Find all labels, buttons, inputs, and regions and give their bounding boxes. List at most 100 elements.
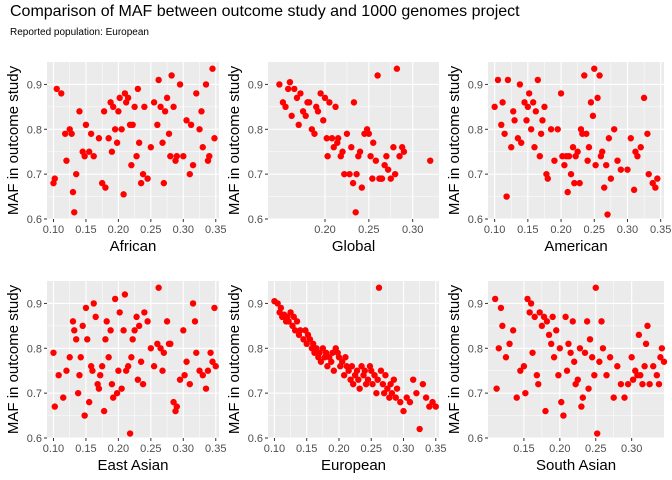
y-tick-label: 0.9: [468, 298, 483, 310]
data-point: [161, 108, 169, 115]
data-point: [392, 394, 399, 401]
data-point: [196, 367, 203, 374]
data-point: [358, 184, 366, 191]
data-point: [553, 327, 560, 334]
data-point: [150, 99, 158, 106]
data-point: [614, 363, 621, 370]
data-point: [349, 179, 357, 187]
data-point: [400, 407, 407, 415]
data-point: [551, 157, 558, 164]
data-point: [116, 309, 123, 316]
data-point: [293, 94, 301, 102]
data-point: [207, 349, 214, 356]
data-point: [324, 153, 331, 160]
data-point: [141, 103, 148, 111]
data-point: [154, 340, 161, 347]
y-tick-label: 0.9: [248, 79, 263, 91]
data-point: [103, 318, 110, 325]
data-point: [560, 412, 567, 419]
data-point: [191, 318, 199, 325]
data-point: [554, 126, 561, 133]
data-point: [115, 108, 122, 115]
data-point: [124, 94, 132, 102]
data-point: [640, 94, 648, 102]
data-point: [594, 94, 601, 102]
data-point: [159, 367, 166, 374]
data-point: [293, 318, 301, 325]
data-point: [639, 380, 646, 388]
y-tick-label: 0.7: [468, 169, 483, 181]
data-point: [353, 170, 360, 178]
y-tick-label: 0.8: [468, 124, 483, 136]
data-point: [186, 170, 193, 178]
data-point: [108, 380, 116, 388]
x-axis-title: African: [110, 238, 157, 255]
y-tick-label: 0.6: [248, 214, 263, 226]
data-point: [160, 349, 168, 356]
data-point: [343, 130, 351, 137]
data-point: [584, 157, 591, 164]
data-point: [413, 389, 420, 397]
panel-background: [268, 62, 439, 219]
x-tick-label: 0.20: [108, 224, 129, 236]
data-point: [326, 99, 333, 106]
data-point: [637, 372, 644, 379]
data-point: [391, 170, 399, 178]
data-point: [562, 313, 569, 321]
x-axis-title: Global: [332, 238, 375, 255]
data-point: [589, 112, 597, 120]
data-point: [276, 81, 283, 88]
data-point: [316, 349, 323, 356]
data-point: [328, 135, 336, 142]
data-point: [564, 188, 571, 196]
data-point: [585, 385, 592, 392]
data-point: [499, 322, 506, 330]
data-point: [313, 345, 320, 352]
data-point: [596, 72, 603, 79]
data-point: [139, 170, 147, 178]
data-point: [110, 103, 117, 111]
data-point: [531, 313, 538, 321]
data-point: [610, 394, 617, 401]
data-point: [378, 175, 386, 182]
data-point: [393, 65, 401, 72]
data-point: [509, 327, 517, 334]
y-tick-label: 0.8: [27, 124, 42, 136]
data-point: [134, 85, 142, 93]
data-point: [342, 354, 349, 361]
data-point: [502, 354, 510, 361]
data-point: [498, 121, 505, 128]
data-point: [658, 345, 666, 352]
data-point: [290, 313, 298, 321]
data-point: [494, 76, 502, 84]
data-point: [134, 376, 142, 383]
x-tick-label: 0.35: [205, 443, 226, 455]
data-point: [384, 385, 391, 392]
data-point: [382, 372, 389, 379]
data-point: [133, 313, 140, 321]
data-point: [102, 184, 109, 191]
data-point: [330, 367, 338, 374]
panel-background: [268, 281, 439, 438]
data-point: [73, 336, 80, 343]
data-point: [393, 385, 401, 392]
data-point: [196, 126, 203, 133]
x-axis-title: European: [321, 457, 386, 474]
data-point: [541, 103, 548, 111]
data-point: [345, 367, 352, 374]
data-point: [574, 376, 581, 383]
data-point: [285, 318, 292, 325]
data-point: [535, 380, 542, 388]
data-point: [517, 367, 524, 374]
y-tick-label: 0.6: [248, 433, 263, 445]
data-point: [599, 148, 606, 155]
data-point: [115, 367, 122, 374]
data-point: [186, 380, 193, 388]
y-tick-label: 0.7: [27, 169, 42, 181]
data-point: [576, 179, 583, 187]
data-point: [495, 345, 502, 352]
data-point: [306, 336, 314, 343]
y-tick-label: 0.7: [468, 388, 483, 400]
data-point: [607, 175, 615, 182]
data-point: [370, 139, 377, 146]
